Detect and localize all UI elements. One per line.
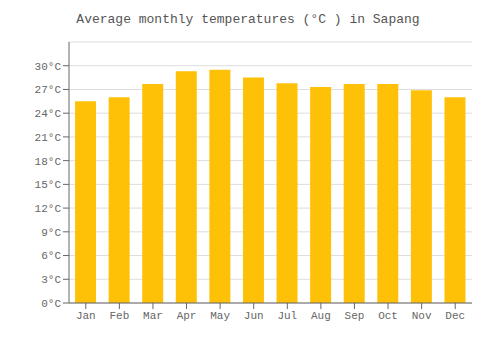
- svg-text:18°C: 18°C: [35, 156, 62, 168]
- svg-text:24°C: 24°C: [35, 108, 62, 120]
- svg-text:May: May: [210, 310, 230, 322]
- svg-text:6°C: 6°C: [41, 250, 61, 262]
- svg-text:Jul: Jul: [277, 310, 297, 322]
- svg-text:0°C: 0°C: [41, 298, 61, 310]
- svg-text:21°C: 21°C: [35, 132, 62, 144]
- svg-text:30°C: 30°C: [35, 61, 62, 73]
- svg-text:15°C: 15°C: [35, 179, 62, 191]
- svg-text:Nov: Nov: [412, 310, 432, 322]
- svg-text:Aug: Aug: [311, 310, 331, 322]
- svg-text:Sep: Sep: [345, 310, 365, 322]
- html-text:Average monthly temperatures (: Average monthly temperatures (°C ) in Sa…: [76, 12, 420, 27]
- svg-text:12°C: 12°C: [35, 203, 62, 215]
- svg-text:27°C: 27°C: [35, 84, 62, 96]
- svg-text:3°C: 3°C: [41, 274, 61, 286]
- svg-text:Feb: Feb: [109, 310, 129, 322]
- svg-text:Jun: Jun: [244, 310, 264, 322]
- svg-text:Dec: Dec: [445, 310, 465, 322]
- svg-text:9°C: 9°C: [41, 227, 61, 239]
- svg-text:Mar: Mar: [143, 310, 163, 322]
- svg-text:Apr: Apr: [177, 310, 197, 322]
- svg-text:Oct: Oct: [378, 310, 398, 322]
- svg-text:Jan: Jan: [76, 310, 96, 322]
